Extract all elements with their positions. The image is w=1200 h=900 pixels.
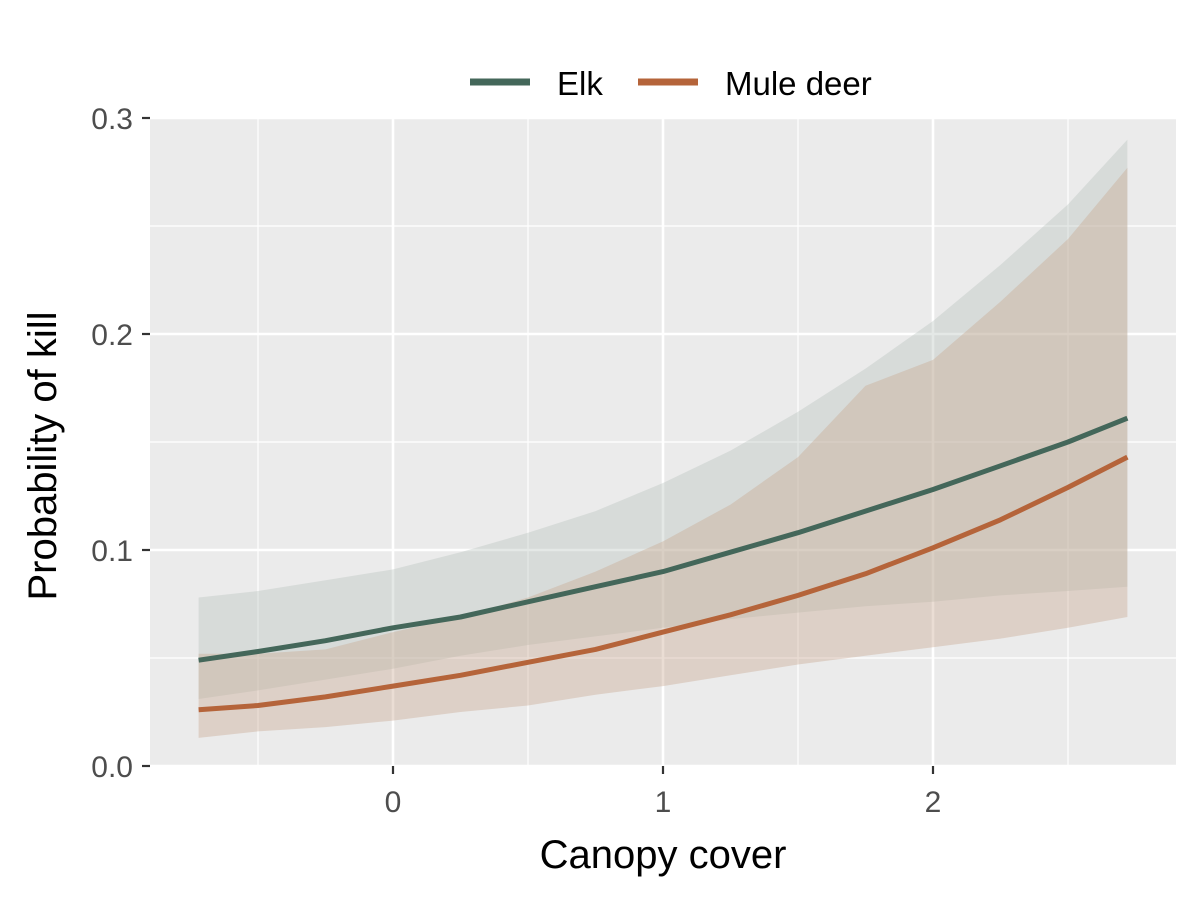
confidence-ribbons (198, 139, 1128, 738)
axes (142, 116, 935, 774)
legend: Elk Mule deer (470, 65, 872, 102)
y-tick-label: 0.2 (91, 319, 133, 352)
ribbon-elk (198, 139, 1128, 700)
y-tick-label: 0.0 (91, 751, 133, 784)
y-tick-label: 0.1 (91, 535, 133, 568)
grid-major (150, 116, 1176, 768)
legend-label-elk: Elk (557, 65, 603, 102)
ribbon-mule-deer (198, 167, 1128, 738)
x-tick-label: 0 (385, 786, 402, 819)
x-tick-label: 2 (925, 786, 942, 819)
x-tick-label: 1 (655, 786, 672, 819)
tick-labels: 0 1 2 0.0 0.1 0.2 0.3 (91, 103, 941, 819)
x-axis-title: Canopy cover (540, 833, 787, 877)
y-axis-title: Probability of kill (21, 311, 65, 600)
legend-label-mule-deer: Mule deer (725, 65, 872, 102)
y-tick-label: 0.3 (91, 103, 133, 136)
series-lines (198, 415, 1129, 713)
